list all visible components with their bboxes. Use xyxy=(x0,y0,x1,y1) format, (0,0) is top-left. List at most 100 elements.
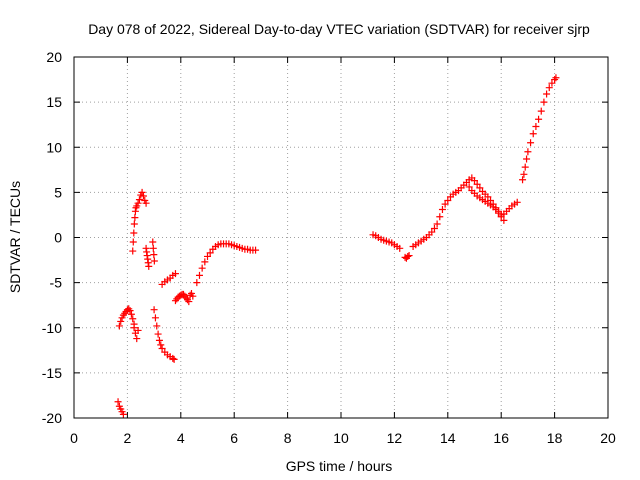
data-point xyxy=(149,244,157,252)
grid-lines xyxy=(74,57,608,418)
data-point xyxy=(529,130,537,138)
data-point xyxy=(484,193,492,201)
data-point xyxy=(524,148,532,156)
data-point xyxy=(433,220,441,228)
data-point xyxy=(139,192,147,200)
data-point xyxy=(129,238,137,246)
data-point xyxy=(115,322,123,330)
data-point xyxy=(158,345,166,353)
data-point xyxy=(145,262,153,270)
x-tick-label: 2 xyxy=(124,430,132,446)
data-point xyxy=(543,90,551,98)
data-point xyxy=(171,270,179,278)
series-e xyxy=(133,188,150,210)
data-point xyxy=(552,74,560,82)
data-point xyxy=(436,213,444,221)
data-point xyxy=(405,252,413,260)
series-k xyxy=(193,240,260,287)
data-point xyxy=(126,307,134,315)
data-point xyxy=(138,188,146,196)
series-h xyxy=(150,306,178,363)
data-point xyxy=(519,176,527,184)
data-point xyxy=(134,199,142,207)
data-point xyxy=(135,196,143,204)
data-point xyxy=(523,155,531,163)
x-tick-label: 8 xyxy=(284,430,292,446)
data-point xyxy=(153,322,161,330)
data-point xyxy=(404,252,412,260)
data-point xyxy=(540,98,548,106)
data-point xyxy=(441,200,449,208)
series-f xyxy=(142,244,153,270)
data-point xyxy=(430,224,438,232)
data-point xyxy=(130,229,138,237)
x-tick-label: 12 xyxy=(387,430,403,446)
series-p xyxy=(500,198,521,218)
x-tick-label: 20 xyxy=(600,430,616,446)
data-point xyxy=(130,324,138,332)
data-point xyxy=(473,180,481,188)
data-point xyxy=(206,249,214,257)
data-point xyxy=(532,122,540,130)
data-point xyxy=(428,228,436,236)
data-point xyxy=(155,336,163,344)
series-m xyxy=(401,252,413,262)
y-tick-label: -10 xyxy=(42,320,62,336)
y-tick-label: 5 xyxy=(54,184,62,200)
data-point xyxy=(438,206,446,214)
data-point xyxy=(142,199,150,207)
data-point xyxy=(189,292,197,300)
series-i xyxy=(158,270,179,288)
data-point xyxy=(169,354,177,362)
data-point xyxy=(193,279,201,287)
x-tick-label: 4 xyxy=(177,430,185,446)
series-d xyxy=(129,204,140,255)
data-point xyxy=(134,326,142,334)
data-point xyxy=(129,315,137,323)
data-point xyxy=(154,330,162,338)
data-point xyxy=(471,177,478,185)
x-axis-label: GPS time / hours xyxy=(286,458,393,474)
axis-ticks: 0 2 4 6 8 10 12 14 16 18 20 -20 -15 -10 -5 0 5 10 15 20 xyxy=(42,49,616,446)
series-g xyxy=(149,238,158,265)
data-point xyxy=(114,398,122,406)
data-point xyxy=(476,184,484,192)
y-tick-label: -15 xyxy=(42,365,62,381)
series-l xyxy=(369,231,404,252)
data-point xyxy=(535,115,543,123)
data-point xyxy=(545,84,553,92)
data-point xyxy=(495,209,503,217)
data-point xyxy=(149,238,157,246)
data-point xyxy=(201,258,209,266)
y-axis-label: SDTVAR / TECUs xyxy=(7,181,23,293)
data-point xyxy=(133,335,141,343)
data-point xyxy=(119,410,127,418)
data-point xyxy=(150,251,158,259)
data-point xyxy=(465,183,473,191)
plot-frame xyxy=(73,56,609,419)
y-tick-label: 15 xyxy=(46,94,62,110)
data-point xyxy=(492,206,500,214)
x-tick-label: 16 xyxy=(493,430,509,446)
data-point xyxy=(396,244,404,252)
data-point xyxy=(520,170,528,178)
data-point xyxy=(537,107,545,115)
x-tick-label: 0 xyxy=(70,430,78,446)
data-point xyxy=(198,264,206,272)
x-tick-label: 6 xyxy=(230,430,238,446)
data-point xyxy=(130,220,138,228)
data-point xyxy=(129,247,137,255)
series-q xyxy=(519,74,560,184)
x-tick-label: 18 xyxy=(547,430,563,446)
data-point xyxy=(500,216,508,224)
data-point xyxy=(151,314,159,322)
y-tick-label: -5 xyxy=(50,275,63,291)
x-tick-label: 14 xyxy=(440,430,456,446)
data-point xyxy=(117,317,125,325)
y-tick-label: -20 xyxy=(42,410,62,426)
data-point xyxy=(521,163,529,171)
series-a xyxy=(114,398,127,418)
series-c xyxy=(130,324,142,343)
series-n xyxy=(409,174,505,251)
